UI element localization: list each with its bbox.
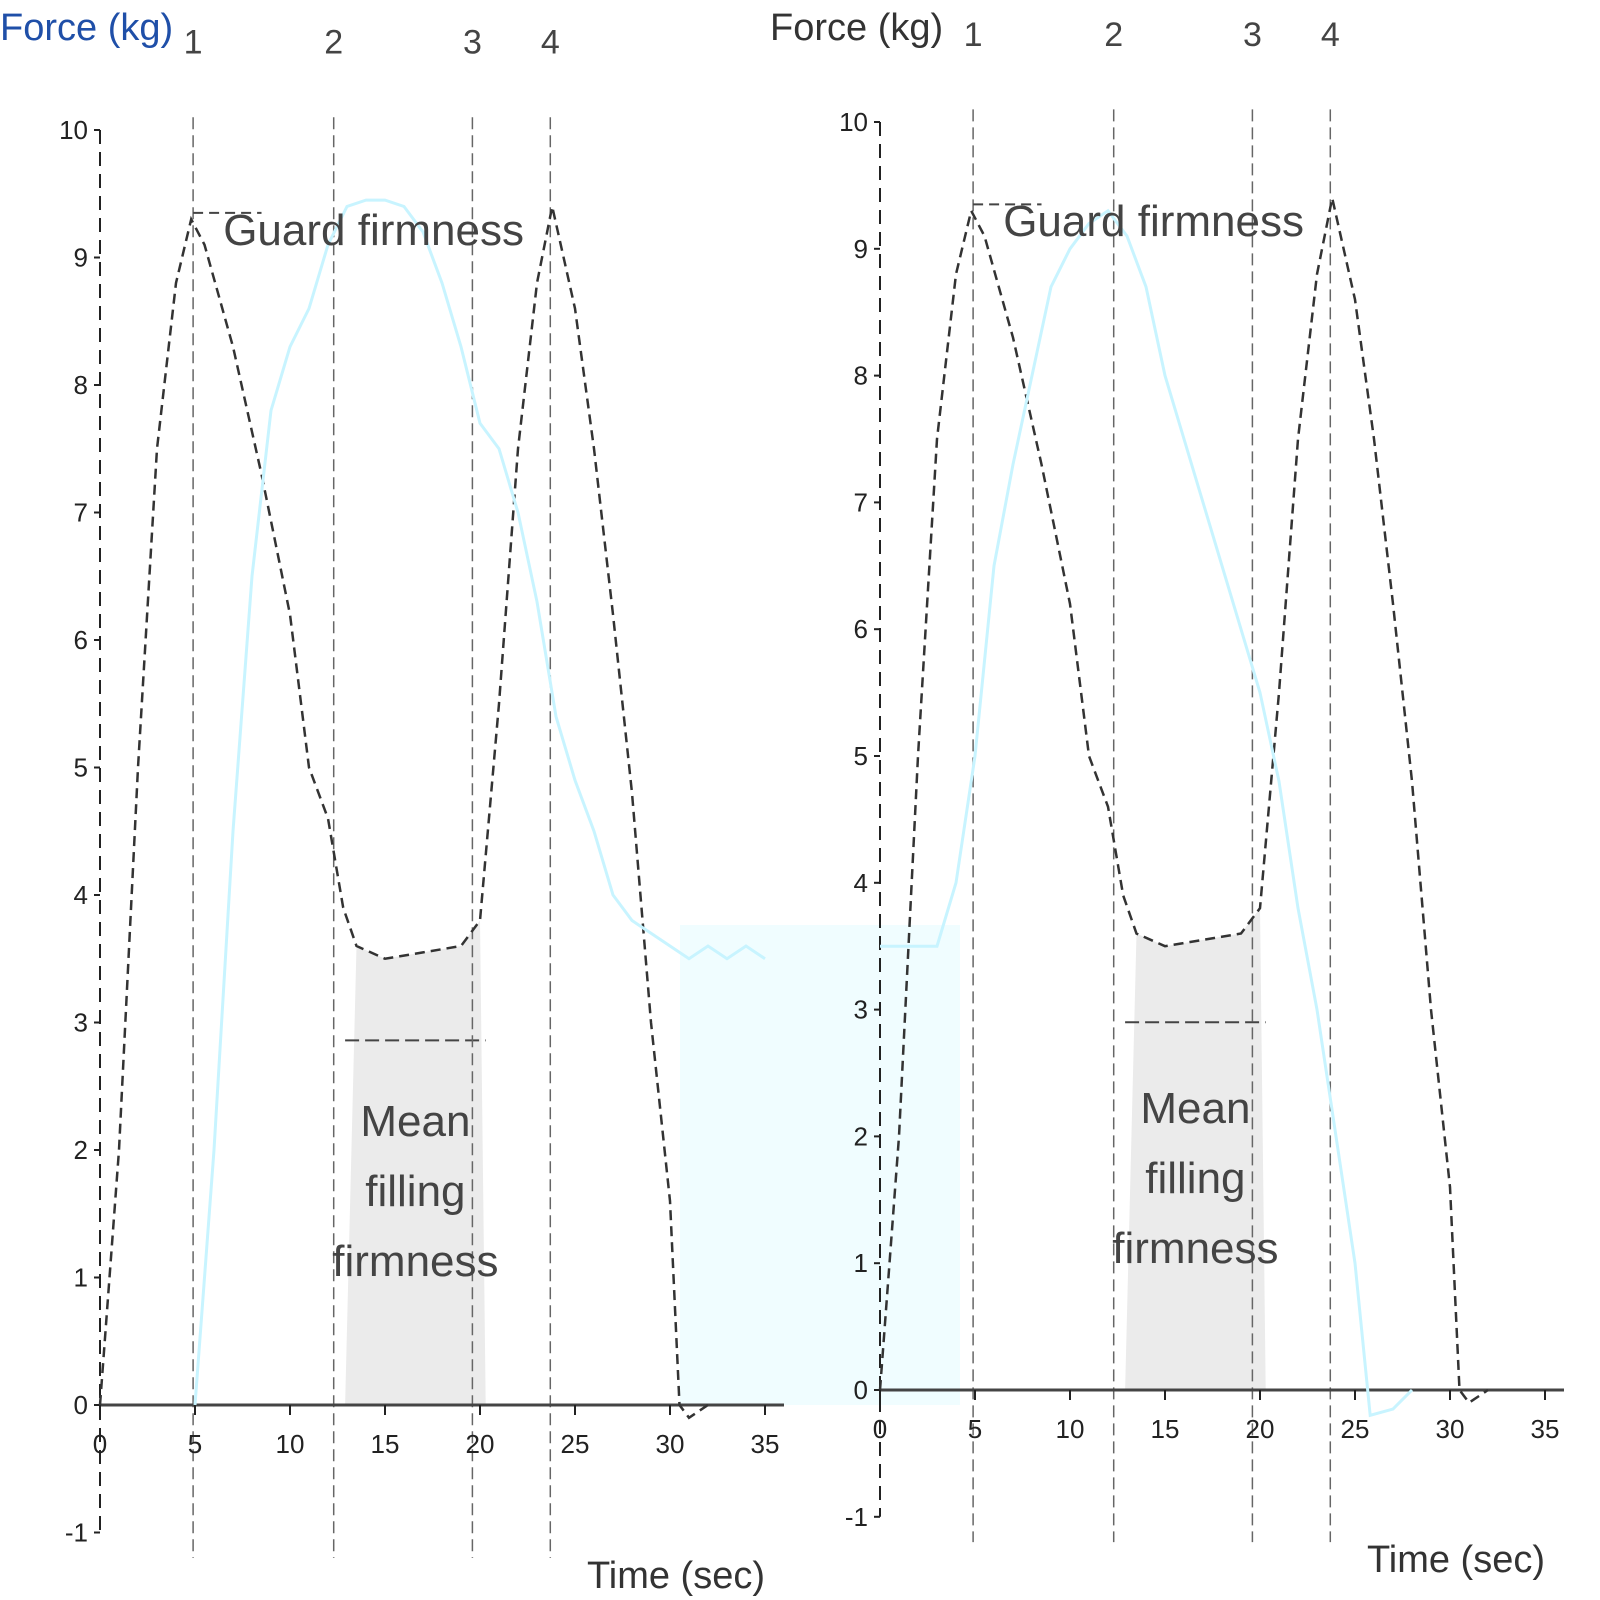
series-line-2 xyxy=(880,208,1414,1418)
event-marker-label: 3 xyxy=(463,24,482,62)
x-tick-label: 25 xyxy=(1341,1414,1370,1444)
peak-label: Guard firmness xyxy=(223,206,524,255)
mean-label: Mean filling firmness xyxy=(332,1097,499,1287)
peak-label: Guard firmness xyxy=(1003,197,1304,246)
event-marker-label: 3 xyxy=(1243,16,1262,54)
x-tick-label: 35 xyxy=(1531,1414,1560,1444)
y-tick-label: 9 xyxy=(74,243,88,273)
x-tick-label: 30 xyxy=(1436,1414,1465,1444)
y-tick-label: -1 xyxy=(845,1502,868,1532)
x-tick-label: 20 xyxy=(1246,1414,1275,1444)
y-tick-label: 0 xyxy=(854,1375,868,1405)
mean-label: Mean filling firmness xyxy=(1112,1083,1279,1273)
x-tick-label: 5 xyxy=(968,1414,982,1444)
y-axis-title: Force (kg) xyxy=(0,7,173,49)
y-tick-label: 6 xyxy=(74,625,88,655)
event-marker-label: 1 xyxy=(184,24,203,62)
event-marker-label: 1 xyxy=(964,16,983,54)
x-tick-label: 0 xyxy=(93,1429,107,1459)
series-line-1 xyxy=(98,206,709,1420)
series-line-2 xyxy=(193,198,766,1406)
x-tick-label: 20 xyxy=(466,1429,495,1459)
event-marker-label: 2 xyxy=(324,24,343,62)
y-tick-label: 3 xyxy=(854,995,868,1025)
y-tick-label: 4 xyxy=(74,880,88,910)
y-tick-label: 8 xyxy=(74,370,88,400)
y-tick-label: 5 xyxy=(74,753,88,783)
x-tick-label: 35 xyxy=(751,1429,780,1459)
x-tick-label: 30 xyxy=(656,1429,685,1459)
y-tick-label: 5 xyxy=(854,741,868,771)
x-tick-label: 10 xyxy=(1056,1414,1085,1444)
y-tick-label: 2 xyxy=(854,1121,868,1151)
x-tick-label: 25 xyxy=(561,1429,590,1459)
x-tick-label: 10 xyxy=(276,1429,305,1459)
y-tick-label: 4 xyxy=(854,868,868,898)
shaded-region xyxy=(345,920,486,1405)
x-axis-title: Time (sec) xyxy=(1367,1539,1545,1581)
y-tick-label: -1 xyxy=(65,1518,88,1548)
x-tick-label: 15 xyxy=(1151,1414,1180,1444)
x-tick-label: 5 xyxy=(188,1429,202,1459)
filling-fill-region xyxy=(680,925,960,1405)
y-tick-label: 7 xyxy=(854,487,868,517)
panel-2: 1 2 3 4 -1 0 1 2 3 4 5 6 7 8 9 10 0 5 10 15 20 25 30 35 Guard fi… xyxy=(770,7,1564,1581)
y-tick-label: 1 xyxy=(854,1248,868,1278)
y-tick-label: 10 xyxy=(59,115,88,145)
x-axis-title: Time (sec) xyxy=(587,1555,765,1597)
event-marker-label: 4 xyxy=(541,24,560,62)
y-tick-label: 10 xyxy=(839,107,868,137)
x-tick-label: 15 xyxy=(371,1429,400,1459)
x-tick-label: 0 xyxy=(873,1414,887,1444)
y-tick-label: 3 xyxy=(74,1008,88,1038)
y-tick-label: 7 xyxy=(74,498,88,528)
event-marker-label: 2 xyxy=(1104,16,1123,54)
shaded-region xyxy=(1125,908,1266,1390)
y-tick-label: 6 xyxy=(854,614,868,644)
y-tick-label: 2 xyxy=(74,1135,88,1165)
y-tick-label: 0 xyxy=(74,1390,88,1420)
y-axis-title: Force (kg) xyxy=(770,7,943,49)
y-tick-label: 9 xyxy=(854,234,868,264)
event-marker-label: 4 xyxy=(1321,16,1340,54)
y-tick-label: 1 xyxy=(74,1263,88,1293)
y-tick-label: 8 xyxy=(854,361,868,391)
panel-1: 1 2 3 4 -1 0 1 2 3 4 5 6 7 8 9 10 0 5 10 15 20 25 30 35 Guard fi… xyxy=(0,7,784,1597)
